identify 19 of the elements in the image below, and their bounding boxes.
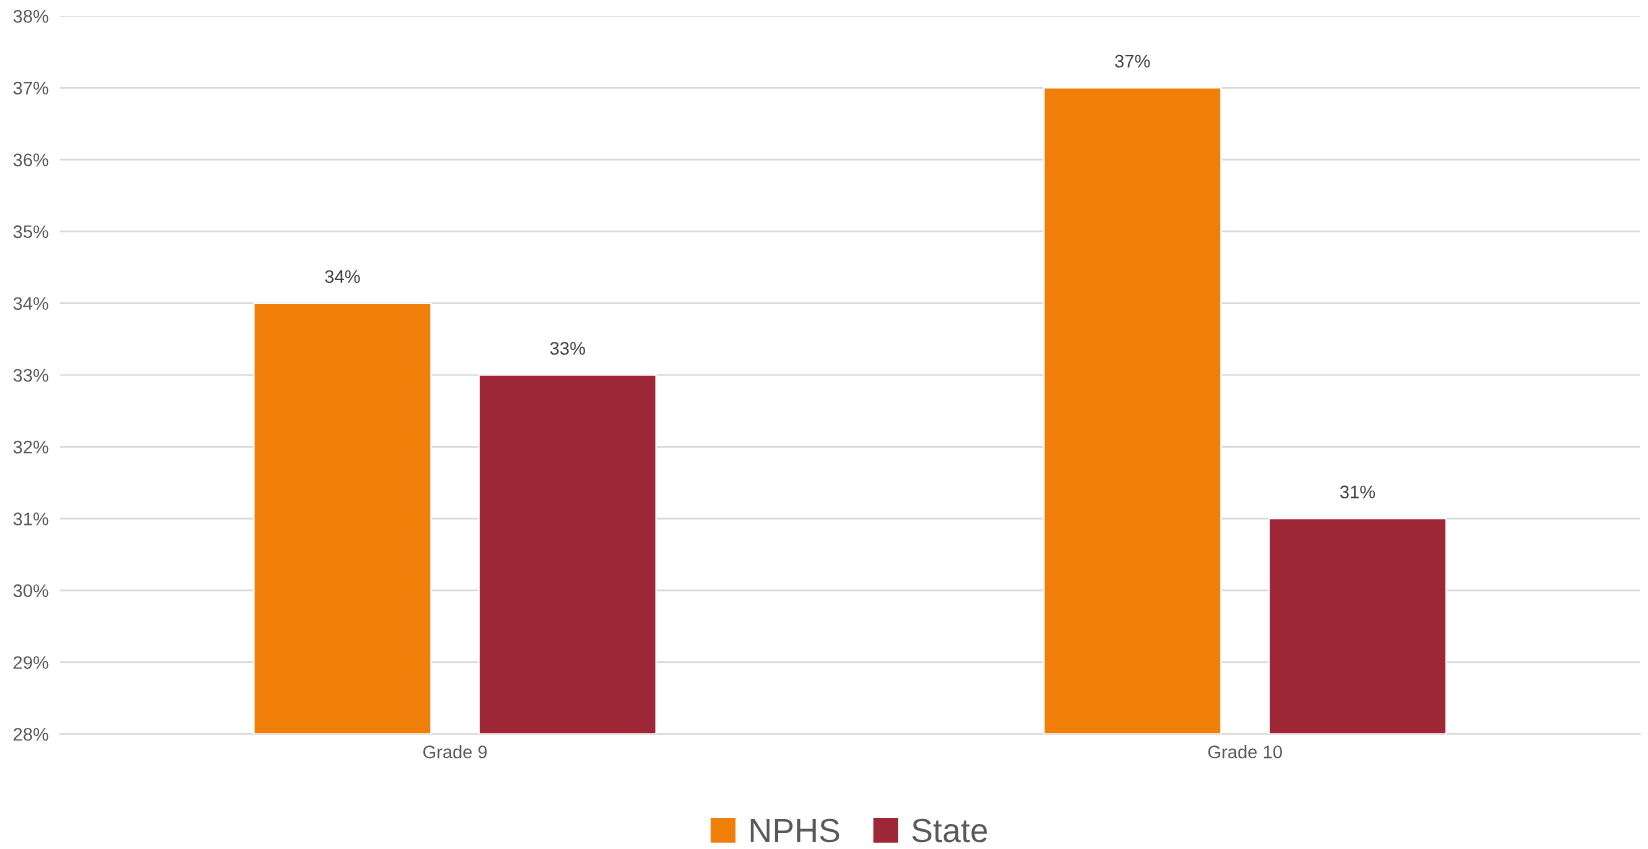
- y-tick-label: 29%: [13, 656, 49, 669]
- data-label: 34%: [325, 270, 360, 283]
- y-tick-label: 36%: [13, 153, 49, 167]
- legend-label: State: [912, 818, 988, 843]
- y-tick-label: 37%: [13, 81, 49, 95]
- y-tick-label: 32%: [13, 440, 49, 454]
- y-tick-label: 33%: [13, 368, 49, 382]
- data-label: 31%: [1340, 485, 1375, 499]
- y-tick-label: 34%: [13, 297, 49, 310]
- y-tick-label: 30%: [13, 584, 49, 598]
- data-label: 37%: [1115, 54, 1150, 68]
- y-tick-label: 38%: [13, 9, 49, 23]
- x-tick-label: Grade 9: [423, 745, 487, 759]
- y-tick-label: 28%: [13, 727, 49, 741]
- y-tick-label: 31%: [13, 512, 49, 526]
- x-tick-label: Grade 10: [1208, 745, 1282, 759]
- y-tick-label: 35%: [13, 225, 49, 239]
- legend-label: NPHS: [750, 818, 840, 843]
- data-label: 33%: [550, 341, 585, 355]
